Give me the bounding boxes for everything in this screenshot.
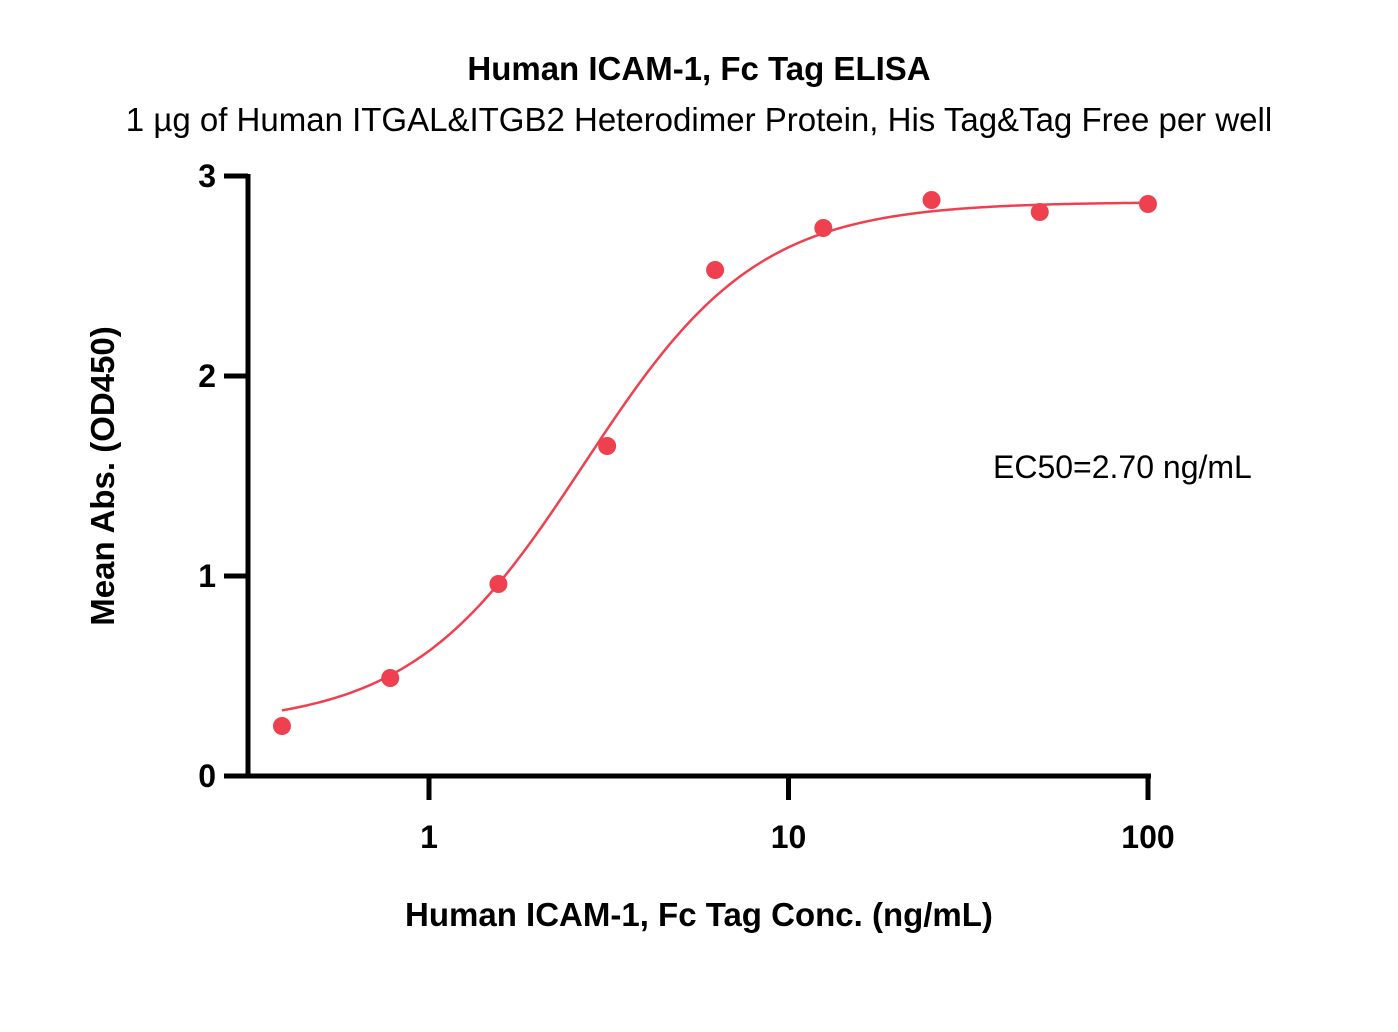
- data-points: [272, 191, 1157, 735]
- data-point: [1030, 203, 1049, 221]
- x-tick-label: 10: [771, 819, 807, 855]
- y-tick-label: 1: [198, 558, 216, 594]
- x-tick-label: 1: [420, 819, 438, 855]
- data-point: [272, 717, 291, 735]
- chart-title: Human ICAM-1, Fc Tag ELISA: [467, 50, 930, 87]
- data-point: [489, 575, 508, 593]
- y-ticks: 0 1 2 3: [198, 158, 248, 794]
- data-point: [381, 669, 400, 687]
- data-point: [814, 219, 833, 237]
- ec50-annotation: EC50=2.70 ng/mL: [993, 449, 1252, 485]
- data-point: [922, 191, 941, 209]
- x-tick-label: 100: [1121, 819, 1174, 855]
- x-ticks: 1 10 100: [420, 776, 1175, 855]
- axes: [245, 174, 1151, 779]
- y-tick-label: 3: [198, 158, 216, 194]
- y-tick-label: 2: [198, 358, 216, 394]
- data-point: [706, 261, 725, 279]
- y-tick-label: 0: [198, 758, 216, 794]
- fit-curve: [281, 201, 1149, 712]
- chart-subtitle: 1 µg of Human ITGAL&ITGB2 Heterodimer Pr…: [126, 101, 1272, 138]
- y-axis-label: Mean Abs. (OD450): [84, 326, 121, 626]
- data-point: [598, 437, 617, 455]
- x-axis-label: Human ICAM-1, Fc Tag Conc. (ng/mL): [405, 896, 993, 933]
- data-point: [1139, 195, 1157, 213]
